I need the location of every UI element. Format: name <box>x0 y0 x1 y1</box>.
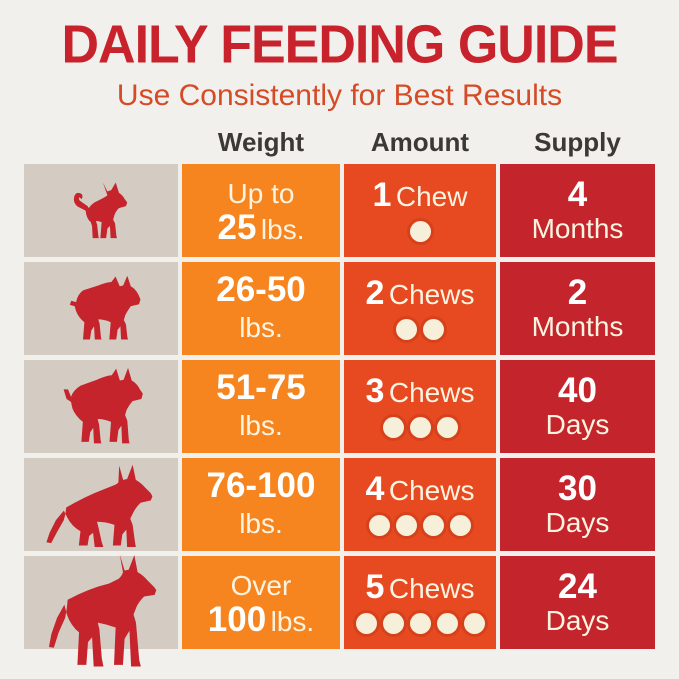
chew-dot <box>423 318 444 340</box>
column-header-supply: Supply <box>534 126 621 157</box>
weight-unit: lbs. <box>260 214 305 246</box>
chew-word: Chews <box>388 279 475 311</box>
weight-unit: lbs. <box>239 410 283 442</box>
feeding-table: Up to 25 lbs. 1 Chew 4 Months 26-50 lbs.… <box>24 163 655 667</box>
chew-dot <box>463 612 485 634</box>
chew-word: Chews <box>388 377 475 409</box>
column-header-amount: Amount <box>370 126 470 157</box>
chew-dot <box>382 416 404 438</box>
chew-word: Chew <box>395 181 468 213</box>
chew-dots <box>382 416 458 438</box>
weight-unit: lbs. <box>239 508 283 540</box>
column-header-dog <box>24 158 178 162</box>
supply-number: 24 <box>558 567 597 607</box>
supply-unit: Months <box>531 310 624 342</box>
dog-french-bulldog-icon <box>69 275 141 340</box>
chew-count: 4 <box>365 470 385 509</box>
chew-dot <box>450 514 471 536</box>
chew-word: Chews <box>388 475 475 507</box>
chew-count: 1 <box>372 176 392 215</box>
chew-dots <box>409 220 431 242</box>
supply-unit: Months <box>531 212 624 244</box>
supply-number: 2 <box>567 273 588 313</box>
chew-count: 3 <box>365 372 385 411</box>
chew-dot <box>382 612 404 634</box>
supply-unit: Days <box>545 506 610 538</box>
supply-number: 4 <box>567 175 588 215</box>
weight-cell-row-2: 26-50 lbs. <box>182 261 340 355</box>
supply-cell-row-1: 4 Months <box>500 163 655 257</box>
weight-value: 100 <box>207 600 267 640</box>
chew-dot <box>436 416 458 438</box>
weight-unit: lbs. <box>239 312 283 344</box>
dog-cell-row-3 <box>24 359 178 453</box>
weight-value: 26-50 <box>216 269 306 309</box>
weight-value: 25 <box>217 208 257 248</box>
chew-dot <box>409 220 431 242</box>
column-header-row: Weight Amount Supply <box>24 126 655 162</box>
supply-cell-row-4: 30 Days <box>500 457 655 551</box>
chew-dot <box>423 514 444 536</box>
chew-word: Chews <box>388 573 475 605</box>
chew-count: 2 <box>365 274 385 313</box>
chew-dots <box>369 514 471 536</box>
supply-unit: Days <box>545 604 610 636</box>
supply-number: 40 <box>558 371 597 411</box>
dog-great-dane-icon <box>48 553 157 667</box>
dog-cell-row-2 <box>24 261 178 355</box>
chew-dots <box>396 318 444 340</box>
chew-dot <box>409 612 431 634</box>
weight-cell-row-3: 51-75 lbs. <box>182 359 340 453</box>
weight-qualifier: Over <box>230 569 292 601</box>
supply-cell-row-5: 24 Days <box>500 555 655 649</box>
supply-cell-row-3: 40 Days <box>500 359 655 453</box>
column-header-weight: Weight <box>217 126 305 157</box>
dog-cell-row-1 <box>24 163 178 257</box>
supply-number: 30 <box>558 469 597 509</box>
weight-qualifier: Up to <box>227 177 295 209</box>
dog-german-shepherd-icon <box>46 464 153 547</box>
dog-cell-row-4 <box>24 457 178 551</box>
chew-dot <box>436 612 458 634</box>
weight-unit: lbs. <box>270 606 315 638</box>
weight-cell-row-4: 76-100 lbs. <box>182 457 340 551</box>
supply-unit: Days <box>545 408 610 440</box>
weight-value: 76-100 <box>206 465 316 505</box>
amount-cell-row-1: 1 Chew <box>344 163 496 257</box>
chew-dot <box>396 318 417 340</box>
dog-chihuahua-icon <box>73 182 128 239</box>
dog-boxer-icon <box>63 367 143 444</box>
chew-dot <box>355 612 377 634</box>
weight-cell-row-5: Over 100 lbs. <box>182 555 340 649</box>
chew-dots <box>355 612 485 634</box>
dog-cell-row-5 <box>24 553 178 667</box>
amount-cell-row-2: 2 Chews <box>344 261 496 355</box>
page-title: DAILY FEEDING GUIDE <box>61 14 619 76</box>
weight-cell-row-1: Up to 25 lbs. <box>182 163 340 257</box>
amount-cell-row-4: 4 Chews <box>344 457 496 551</box>
page-subtitle: Use Consistently for Best Results <box>116 78 563 112</box>
chew-count: 5 <box>365 568 385 607</box>
chew-dot <box>409 416 431 438</box>
chew-dot <box>396 514 417 536</box>
amount-cell-row-5: 5 Chews <box>344 555 496 649</box>
chew-dot <box>369 514 390 536</box>
amount-cell-row-3: 3 Chews <box>344 359 496 453</box>
supply-cell-row-2: 2 Months <box>500 261 655 355</box>
weight-value: 51-75 <box>216 367 306 407</box>
